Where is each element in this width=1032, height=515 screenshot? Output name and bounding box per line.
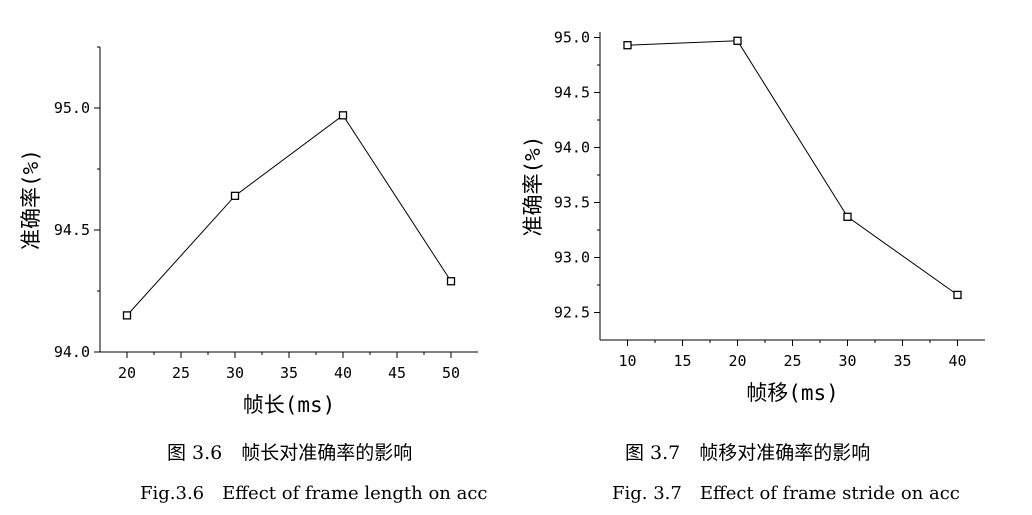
c1-y-tick-label: 94.5 — [554, 84, 590, 102]
c1-x-tick-label: 25 — [783, 352, 801, 370]
c1-x-tick-label: 35 — [893, 352, 911, 370]
caption-en-right: Fig. 3.7 Effect of frame stride on acc — [612, 483, 960, 504]
c1-y-tick-label: 95.0 — [554, 29, 590, 47]
c0-data-point — [122, 311, 132, 320]
c1-data-point — [733, 36, 742, 45]
c0-y-tick-label: 94.0 — [54, 343, 90, 361]
c0-y-tick-label: 94.5 — [54, 221, 90, 239]
caption-cn-right: 图 3.7 帧移对准确率的影响 — [625, 442, 871, 464]
c1-y-tick-label: 94.0 — [554, 139, 590, 157]
c1-x-axis-title: 帧移(ms) — [746, 381, 839, 405]
c0-y-axis-title: 准确率(%) — [19, 149, 43, 250]
c1-data-point — [953, 290, 962, 300]
c1-x-tick-label: 40 — [948, 352, 966, 370]
chart-frame-length: 20 25 30 35 40 45 50 94.0 94.5 95.0 帧长(ms) 准确率(%) — [19, 46, 478, 417]
c1-x-tick-label: 30 — [838, 352, 856, 370]
c1-y-axis-title: 准确率(%) — [521, 136, 545, 237]
c1-series-line — [627, 40, 958, 296]
c0-data-point — [230, 191, 240, 200]
c0-series-line — [126, 114, 452, 316]
c1-y-tick-label: 92.5 — [554, 304, 590, 322]
c1-x-tick-label: 20 — [728, 352, 746, 370]
c0-x-tick-label: 25 — [172, 364, 190, 382]
c1-data-point — [623, 41, 632, 50]
caption-cn-left: 图 3.6 帧长对准确率的影响 — [167, 442, 413, 464]
c1-data-point — [843, 212, 852, 221]
c1-y-tick-label: 93.0 — [554, 249, 590, 267]
c0-x-tick-label: 50 — [442, 364, 460, 382]
c0-x-axis-title: 帧长(ms) — [243, 393, 336, 417]
c0-y-tick-label: 95.0 — [54, 99, 90, 117]
c0-x-tick-label: 35 — [280, 364, 298, 382]
c1-x-tick-label: 15 — [673, 352, 691, 370]
c0-x-tick-label: 30 — [226, 364, 244, 382]
c0-data-point — [446, 277, 456, 286]
c0-x-tick-label: 40 — [334, 364, 352, 382]
c0-data-point — [338, 111, 348, 120]
c0-x-tick-label: 20 — [118, 364, 136, 382]
c1-x-tick-label: 10 — [618, 352, 636, 370]
caption-en-left: Fig.3.6 Effect of frame length on acc — [140, 483, 488, 504]
c0-x-tick-label: 45 — [388, 364, 406, 382]
chart-frame-stride: 10 15 20 25 30 35 40 92.5 93.0 93.5 94.0 94.5 95.0 帧移… — [521, 29, 985, 405]
c1-y-tick-label: 93.5 — [554, 194, 590, 212]
